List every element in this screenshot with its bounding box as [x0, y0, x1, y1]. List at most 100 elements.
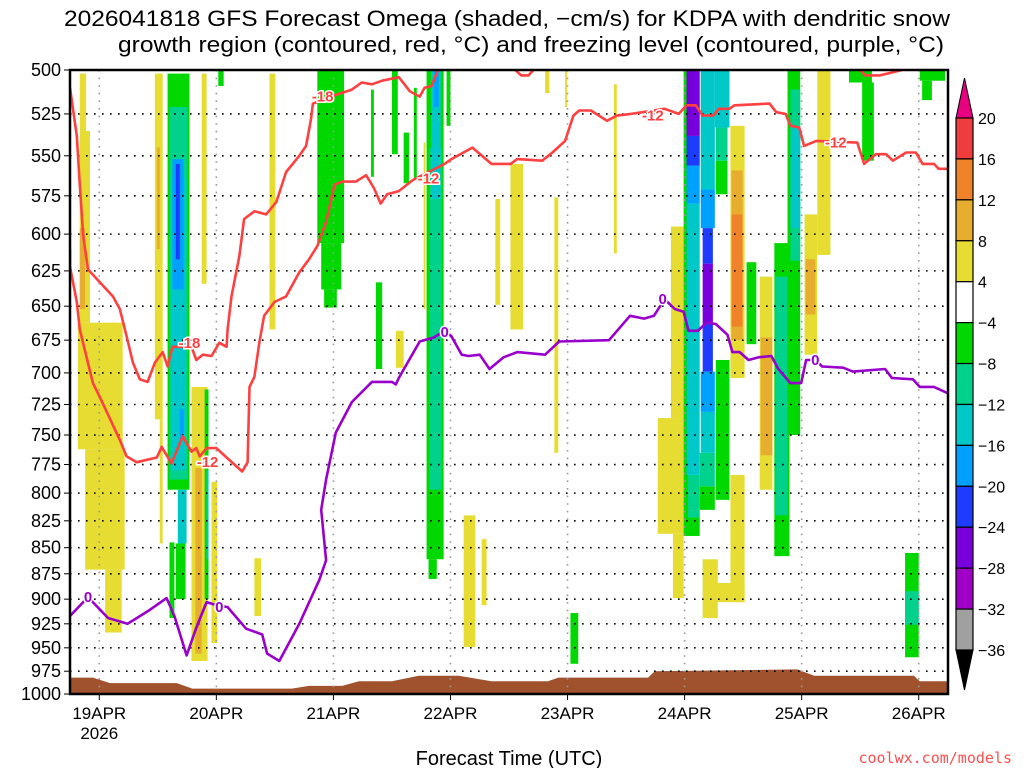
surface-terrain: [70, 669, 948, 694]
omega-cell: [218, 70, 224, 87]
omega-cell: [805, 259, 816, 315]
contour-label: 0: [658, 291, 666, 308]
omega-cell: [510, 163, 524, 330]
omega-cell: [702, 559, 718, 618]
contour-label: -12: [642, 108, 664, 125]
plot-area: -18 -18 -12 -12 -12 -12 0 0 0 0 0: [70, 70, 948, 694]
omega-cell: [403, 132, 410, 184]
contour-label: -18: [179, 335, 201, 352]
colorbar-box: [955, 485, 974, 528]
omega-cell: [905, 591, 919, 625]
omega-cell: [391, 70, 398, 155]
y-tick-label: 925: [31, 614, 61, 634]
colorbar-label: −32: [978, 602, 1005, 619]
omega-cell: [545, 70, 550, 94]
omega-cell: [730, 474, 745, 603]
omega-cell: [413, 87, 417, 179]
omega-cell: [715, 127, 728, 161]
colorbar-extend-bottom: [955, 649, 974, 691]
omega-cell: [657, 418, 684, 534]
colorbar-label: −4: [978, 316, 996, 333]
colorbar-box: [955, 444, 974, 487]
omega-cell: [683, 70, 689, 536]
omega-cell: [922, 80, 932, 101]
omega-shading: [77, 70, 946, 664]
omega-cell: [324, 289, 337, 308]
omega-cell: [463, 515, 476, 647]
contour-label: 0: [215, 599, 223, 616]
y-tick-label: 575: [31, 186, 61, 206]
omega-cell: [688, 474, 700, 518]
x-tick-sublabel: 2026: [80, 724, 118, 743]
omega-cell: [702, 324, 713, 372]
y-tick-label: 675: [31, 330, 61, 350]
contour-label: -12: [197, 454, 219, 471]
contour-line-dgz-minus18: [70, 70, 440, 384]
colorbar-label: 16: [978, 152, 996, 169]
omega-cell: [554, 197, 559, 453]
omega-cell: [686, 165, 700, 204]
omega-cell: [700, 371, 715, 412]
contour-label: -12: [825, 135, 847, 152]
y-tick-label: 525: [31, 104, 61, 124]
x-axis-label: Forecast Time (UTC): [416, 748, 603, 768]
colorbar-label: −24: [978, 520, 1005, 537]
colorbar-label: −16: [978, 438, 1005, 455]
contour-label: -18: [312, 89, 334, 106]
omega-cell: [79, 73, 87, 131]
colorbar-box: [955, 608, 974, 651]
omega-cell: [195, 468, 202, 654]
credit-link[interactable]: coolwx.com/models: [858, 749, 1012, 767]
contour-label: 0: [811, 352, 819, 369]
colorbar: 20 16 12 8 4 −4 −8 −12 −16 −20 −24 −28 −32 −36: [955, 77, 1005, 691]
omega-cell: [79, 228, 86, 309]
y-tick-label: 825: [31, 511, 61, 531]
y-tick-label: 975: [31, 661, 61, 681]
x-tick-label: 26APR: [892, 704, 946, 723]
y-tick-label: 800: [31, 483, 61, 503]
colorbar-box: [955, 281, 974, 324]
colorbar-box: [955, 362, 974, 406]
omega-cell: [446, 70, 451, 126]
omega-cell: [699, 452, 715, 487]
y-tick-label: 775: [31, 455, 61, 475]
omega-cell: [495, 198, 501, 305]
omega-cell: [686, 203, 700, 475]
omega-cell: [201, 73, 207, 284]
omega-cell: [423, 142, 426, 309]
omega-cell: [775, 276, 788, 516]
omega-cell: [395, 330, 404, 368]
contour-label: -12: [418, 170, 440, 187]
omega-cell: [715, 160, 728, 195]
omega-cell: [175, 543, 186, 600]
omega-cell: [760, 337, 773, 456]
y-tick-label: 950: [31, 638, 61, 658]
omega-cell: [686, 135, 700, 166]
chart-title-line-1: 2026041818 GFS Forecast Omega (shaded, −…: [64, 6, 950, 31]
y-tick-label: 625: [31, 261, 61, 281]
colorbar-box: [955, 322, 974, 365]
omega-cell: [254, 558, 262, 616]
y-tick-label: 550: [31, 146, 61, 166]
omega-cell: [731, 170, 743, 215]
omega-cell: [105, 569, 122, 633]
x-tick-label: 23APR: [541, 704, 595, 723]
omega-cell: [433, 70, 439, 108]
y-tick-label: 875: [31, 564, 61, 584]
colorbar-label: 20: [978, 111, 996, 128]
colorbar-box: [955, 158, 974, 201]
chart-title-line-2: growth region (contoured, red, °C) and f…: [118, 32, 944, 57]
omega-cell: [919, 70, 946, 81]
colorbar-box: [955, 403, 974, 446]
y-tick-label: 900: [31, 589, 61, 609]
omega-cell: [672, 533, 684, 599]
omega-cell: [156, 147, 160, 250]
omega-cell: [714, 70, 730, 128]
omega-cell: [862, 82, 874, 161]
colorbar-box: [955, 567, 974, 610]
omega-cell: [177, 489, 187, 544]
colorbar-label: 12: [978, 193, 996, 210]
omega-cell: [702, 228, 713, 264]
omega-cell: [702, 263, 713, 325]
